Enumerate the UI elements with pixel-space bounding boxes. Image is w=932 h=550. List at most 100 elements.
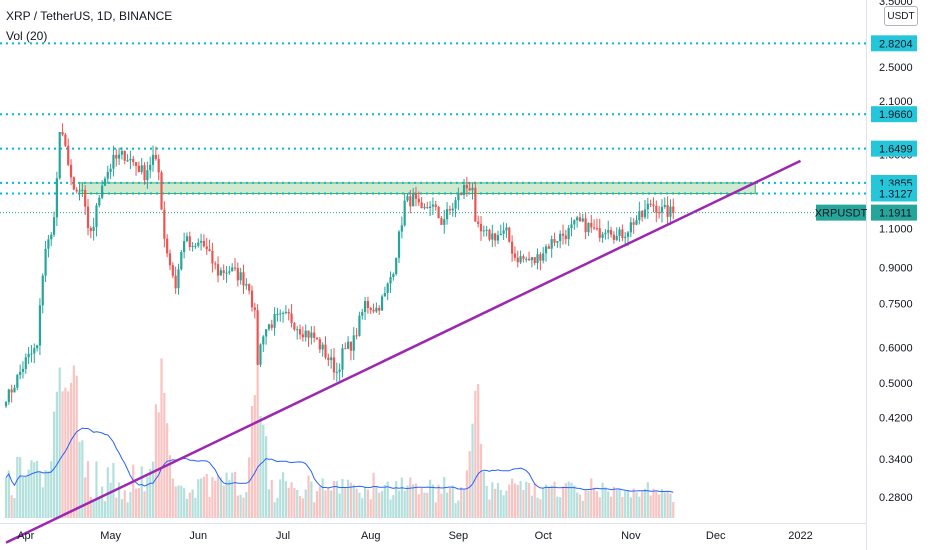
volume-bar — [205, 473, 208, 518]
candle-body — [106, 171, 109, 179]
candle-body — [607, 230, 610, 233]
candle-body — [199, 240, 203, 243]
candle-body — [598, 228, 601, 238]
candle-body — [612, 234, 615, 240]
candle-body — [191, 245, 194, 248]
volume-bar — [211, 477, 214, 518]
candle-body — [347, 341, 350, 349]
volume-bar — [561, 486, 565, 518]
volume-bar — [69, 382, 73, 518]
volume-bar — [581, 500, 584, 518]
volume-bar — [208, 496, 211, 518]
candle-body — [69, 164, 73, 178]
volume-bar — [332, 480, 336, 518]
volume-bar — [47, 471, 50, 518]
volume-bar — [369, 499, 372, 518]
level-badge — [871, 35, 917, 52]
volume-bar — [171, 478, 174, 518]
volume-bar — [397, 490, 401, 518]
candle-body — [358, 315, 361, 336]
candle-body — [559, 233, 562, 242]
volume-bar — [19, 457, 22, 518]
volume-bar — [129, 491, 132, 518]
candle-body — [228, 271, 231, 273]
volume-bar — [389, 499, 392, 518]
volume-bar — [358, 492, 361, 518]
volume-bar — [137, 488, 140, 518]
level-badge-label: 2.8204 — [879, 38, 913, 50]
price-tick-label: 3.5000 — [879, 0, 913, 8]
candle-body — [429, 206, 432, 209]
candle-body — [609, 230, 613, 235]
volume-bar — [431, 484, 435, 518]
horizontal-levels[interactable] — [0, 42, 866, 195]
candle-body — [519, 256, 522, 263]
candle-body — [513, 253, 517, 258]
time-axis[interactable]: Apr May Jun Jul Aug Sep Oct Nov Dec 2022 — [17, 530, 813, 542]
candle-body — [445, 209, 449, 220]
candle-body — [632, 222, 635, 225]
candle-body — [273, 314, 276, 328]
time-tick-label: Jul — [276, 530, 290, 542]
volume-legend[interactable]: Vol (20) — [6, 29, 48, 43]
candle-body — [547, 246, 550, 249]
volume-bar — [154, 404, 157, 518]
volume-bar — [338, 493, 341, 518]
candle-body — [154, 154, 157, 160]
volume-bar — [324, 490, 327, 518]
volume-bar — [95, 461, 98, 518]
volume-bar — [539, 499, 542, 518]
candle-body — [236, 268, 239, 281]
symbol-legend[interactable]: XRP / TetherUS, 1D, BINANCE — [6, 9, 173, 23]
candle-body — [641, 211, 644, 218]
candle-body — [621, 229, 624, 238]
volume-bar — [669, 493, 672, 518]
volume-bar — [64, 387, 67, 518]
candle-body — [123, 151, 126, 161]
candle-body — [64, 134, 67, 146]
candle-body — [185, 236, 189, 242]
volume-bar — [168, 455, 172, 518]
resistance-zone[interactable] — [79, 182, 756, 195]
candle-body — [265, 329, 268, 337]
volume-bar — [409, 477, 412, 518]
candle-body — [177, 269, 180, 289]
candle-body — [67, 145, 70, 165]
volume-bar — [604, 487, 607, 518]
price-axis[interactable]: 3.50002.50002.10001.60001.35001.10000.90… — [879, 0, 913, 504]
candle-body — [434, 204, 437, 207]
candle-body — [511, 241, 514, 254]
candle-body — [168, 253, 172, 266]
candle-body — [242, 272, 245, 286]
volume-bar — [632, 488, 635, 518]
candle-body — [629, 222, 632, 233]
candle-body — [197, 242, 200, 246]
candle-body — [460, 194, 463, 196]
currency-button[interactable]: USDT — [884, 6, 918, 26]
candle-body — [10, 389, 13, 393]
volume-bar — [429, 479, 432, 518]
volume-bar — [383, 484, 386, 518]
candle-body — [174, 275, 177, 289]
price-tick-label: 0.9000 — [879, 263, 913, 275]
candle-body — [412, 193, 415, 207]
candle-body — [477, 221, 480, 224]
candle-body — [533, 257, 536, 264]
candle-body — [570, 224, 573, 229]
volume-bar — [4, 477, 8, 518]
candle-body — [52, 217, 56, 235]
candle-body — [655, 205, 658, 213]
volume-bar — [296, 489, 299, 518]
volume-bar — [386, 481, 389, 518]
volume-bar — [403, 490, 406, 518]
candle-body — [92, 226, 95, 231]
candle-body — [587, 222, 590, 233]
volume-bar — [44, 470, 47, 518]
volume-bar — [86, 461, 90, 518]
volume-bar — [143, 491, 146, 518]
volume-bar — [298, 496, 302, 518]
candle-body — [440, 218, 443, 225]
ascending-trendline[interactable] — [5, 159, 802, 544]
volume-bar — [451, 485, 454, 518]
